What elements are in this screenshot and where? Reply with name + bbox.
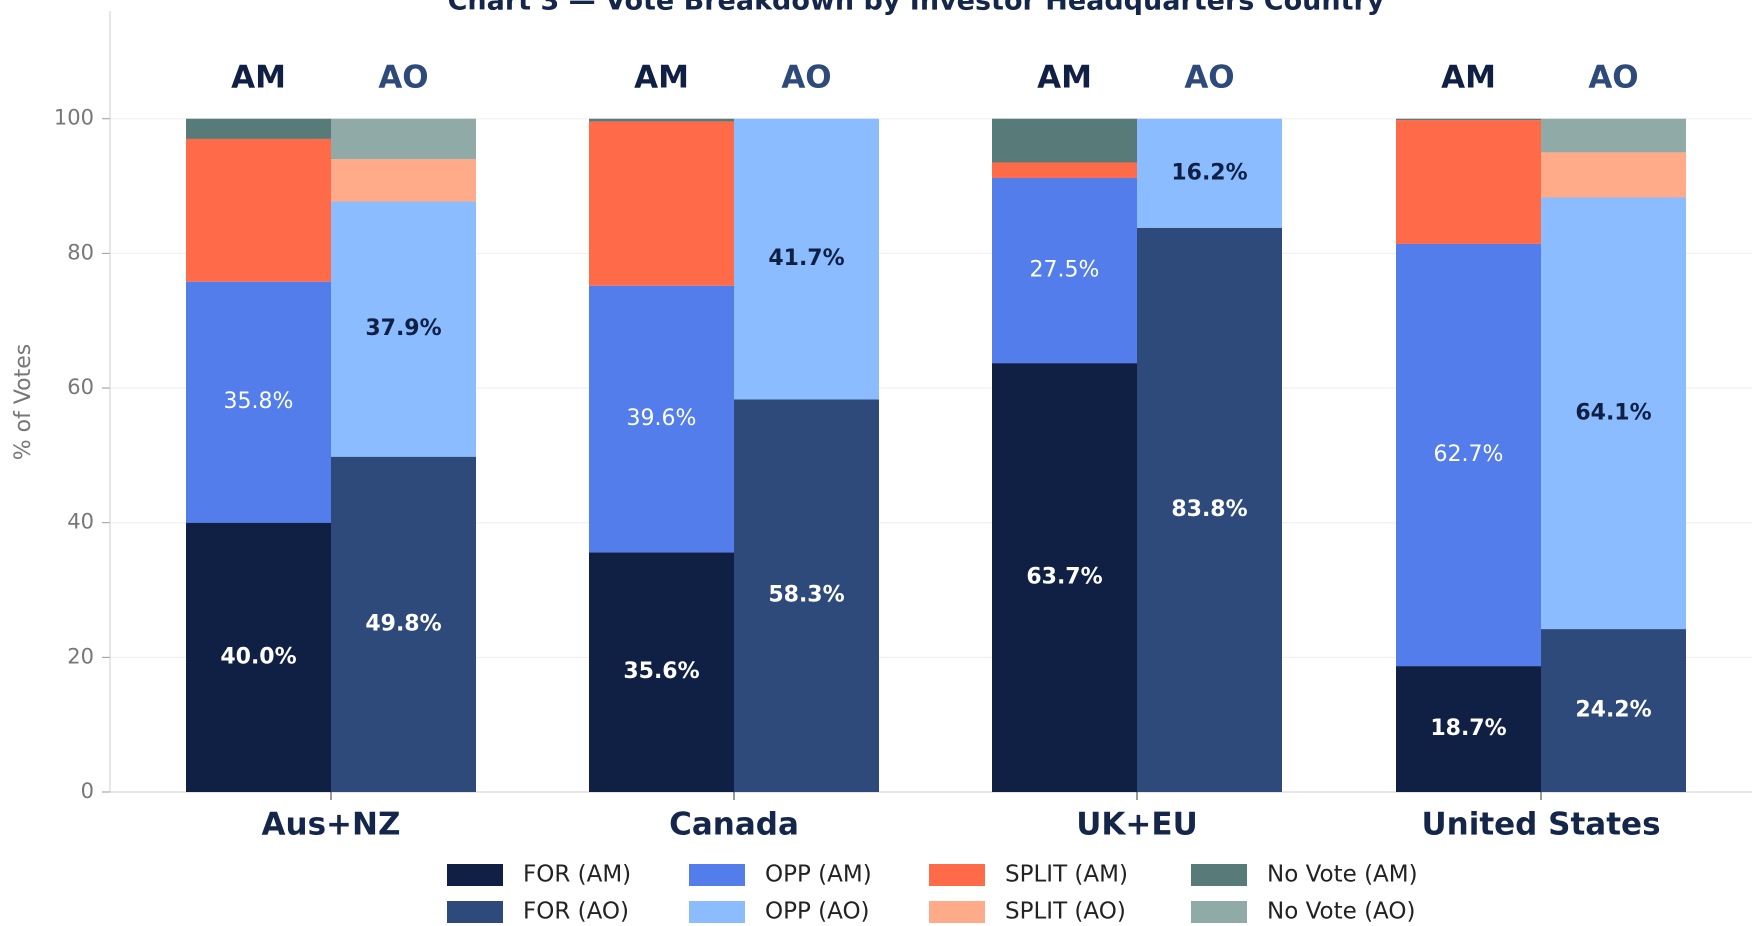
bar-segment	[1396, 243, 1541, 667]
stack-label: AM	[634, 60, 689, 96]
bar-segment	[1541, 152, 1686, 198]
legend-swatch	[1191, 901, 1247, 923]
data-label: 16.2%	[1171, 160, 1247, 185]
data-label: 39.6%	[627, 406, 697, 431]
y-axis-label: % of Votes	[11, 344, 36, 461]
bar-segment	[589, 285, 734, 553]
bar-segment	[992, 118, 1137, 163]
bar-segment	[186, 138, 331, 282]
bar-segment	[1137, 227, 1282, 793]
stack-label: AO	[1588, 60, 1638, 96]
bar-segment	[331, 201, 476, 457]
legend-label: FOR (AO)	[523, 899, 629, 925]
bar-segment	[589, 121, 734, 286]
bar-segment	[734, 118, 879, 400]
stack-label: AO	[781, 60, 831, 96]
data-label: 49.8%	[365, 611, 441, 636]
y-tick-label: 20	[67, 644, 94, 668]
x-tick-label: Aus+NZ	[262, 807, 401, 843]
stack-label: AO	[1184, 60, 1234, 96]
data-label: 62.7%	[1434, 442, 1504, 467]
stack-label: AO	[378, 60, 428, 96]
y-tick-label: 100	[54, 106, 94, 130]
bar-segment	[1396, 120, 1541, 244]
bar-segment	[1541, 118, 1686, 153]
legend-swatch	[447, 864, 503, 886]
stack-label: AM	[231, 60, 286, 96]
bar-segment	[589, 552, 734, 792]
legend-label: SPLIT (AM)	[1005, 862, 1128, 888]
legend-swatch	[1191, 864, 1247, 886]
data-label: 35.6%	[623, 659, 699, 684]
bar-segment	[992, 162, 1137, 178]
data-label: 27.5%	[1030, 258, 1100, 283]
data-label: 64.1%	[1575, 400, 1651, 425]
legend-label: OPP (AO)	[765, 899, 870, 925]
data-label: 40.0%	[220, 644, 296, 669]
legend-swatch	[689, 901, 745, 923]
bar-segment	[186, 118, 331, 139]
bar-segment	[186, 281, 331, 523]
legend-label: FOR (AM)	[523, 862, 631, 888]
y-tick-label: 60	[67, 375, 94, 399]
legend-swatch	[929, 901, 985, 923]
x-tick-label: United States	[1421, 807, 1660, 843]
bar-segment	[1541, 629, 1686, 792]
bar-segment	[331, 118, 476, 160]
bar-segment	[992, 363, 1137, 792]
bar-segment	[1396, 118, 1541, 121]
data-label: 41.7%	[768, 246, 844, 271]
bar-segment	[1541, 197, 1686, 630]
stack-label: AM	[1037, 60, 1092, 96]
legend-swatch	[929, 864, 985, 886]
legend-swatch	[447, 901, 503, 923]
bar-segment	[186, 522, 331, 792]
data-label: 83.8%	[1171, 497, 1247, 522]
data-label: 63.7%	[1026, 565, 1102, 590]
bar-segment	[589, 118, 734, 122]
y-tick-label: 0	[81, 779, 94, 803]
bar-segment	[331, 159, 476, 202]
legend-label: SPLIT (AO)	[1005, 899, 1126, 925]
stack-label: AM	[1441, 60, 1496, 96]
legend-label: No Vote (AM)	[1267, 862, 1418, 888]
legend-label: No Vote (AO)	[1267, 899, 1415, 925]
chart-title: Chart 3 — Vote Breakdown by Investor Hea…	[448, 0, 1385, 17]
legend-swatch	[689, 864, 745, 886]
bar-segment	[331, 456, 476, 792]
data-label: 18.7%	[1430, 716, 1506, 741]
bar-segment	[734, 399, 879, 792]
y-tick-label: 40	[67, 510, 94, 534]
bar-segment	[1396, 666, 1541, 792]
y-tick-label: 80	[67, 240, 94, 264]
bar-segment	[992, 177, 1137, 364]
data-label: 58.3%	[768, 583, 844, 608]
data-label: 35.8%	[224, 389, 294, 414]
data-label: 24.2%	[1575, 698, 1651, 723]
bar-segment	[1137, 118, 1282, 228]
legend-label: OPP (AM)	[765, 862, 872, 888]
data-label: 37.9%	[365, 316, 441, 341]
x-tick-label: UK+EU	[1076, 807, 1198, 843]
x-tick-label: Canada	[669, 807, 799, 843]
